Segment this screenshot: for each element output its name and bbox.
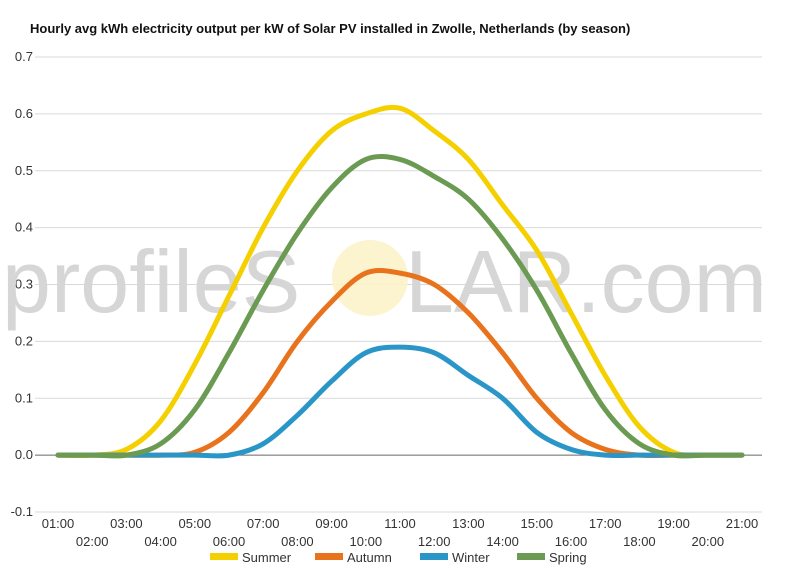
y-tick-label: 0.5 bbox=[15, 163, 33, 178]
y-tick-label: -0.1 bbox=[11, 504, 33, 519]
y-tick-label: 0.1 bbox=[15, 390, 33, 405]
series-line-summer bbox=[55, 104, 745, 459]
x-tick-label: 18:00 bbox=[623, 534, 656, 549]
series-layer bbox=[55, 104, 745, 459]
y-tick-label: 0.0 bbox=[15, 447, 33, 462]
series-line-winter bbox=[55, 344, 745, 459]
x-tick-label: 15:00 bbox=[521, 516, 554, 531]
x-tick-label: 12:00 bbox=[418, 534, 451, 549]
legend-label-summer[interactable]: Summer bbox=[242, 550, 292, 565]
legend-swatch-winter[interactable] bbox=[420, 553, 448, 560]
y-tick-label: 0.7 bbox=[15, 49, 33, 64]
y-tick-label: 0.6 bbox=[15, 106, 33, 121]
y-tick-label: 0.3 bbox=[15, 277, 33, 292]
y-tick-label: 0.4 bbox=[15, 220, 33, 235]
x-tick-label: 02:00 bbox=[76, 534, 109, 549]
x-tick-label: 09:00 bbox=[315, 516, 348, 531]
x-tick-label: 20:00 bbox=[692, 534, 725, 549]
chart-title: Hourly avg kWh electricity output per kW… bbox=[30, 21, 630, 36]
y-tick-label: 0.2 bbox=[15, 333, 33, 348]
legend-label-spring[interactable]: Spring bbox=[549, 550, 587, 565]
x-tick-label: 16:00 bbox=[555, 534, 588, 549]
watermark-text-right: LAR.com bbox=[405, 232, 767, 331]
x-axis: 01:0002:0003:0004:0005:0006:0007:0008:00… bbox=[42, 516, 759, 549]
x-tick-label: 07:00 bbox=[247, 516, 280, 531]
x-tick-label: 17:00 bbox=[589, 516, 622, 531]
watermark: profileS LAR.com bbox=[2, 232, 767, 331]
x-tick-label: 05:00 bbox=[179, 516, 212, 531]
watermark-sun-icon bbox=[332, 240, 408, 316]
x-tick-label: 08:00 bbox=[281, 534, 314, 549]
x-tick-label: 06:00 bbox=[213, 534, 246, 549]
legend-label-autumn[interactable]: Autumn bbox=[347, 550, 392, 565]
x-tick-label: 03:00 bbox=[110, 516, 143, 531]
legend-swatch-summer[interactable] bbox=[210, 553, 238, 560]
legend-swatch-autumn[interactable] bbox=[315, 553, 343, 560]
series-line-spring bbox=[55, 154, 745, 459]
x-tick-label: 14:00 bbox=[486, 534, 519, 549]
x-tick-label: 01:00 bbox=[42, 516, 75, 531]
x-tick-label: 10:00 bbox=[350, 534, 383, 549]
x-tick-label: 19:00 bbox=[657, 516, 690, 531]
legend: Summer Autumn Winter Spring bbox=[210, 550, 587, 565]
x-tick-label: 13:00 bbox=[452, 516, 485, 531]
x-tick-label: 04:00 bbox=[144, 534, 177, 549]
legend-label-winter[interactable]: Winter bbox=[452, 550, 490, 565]
legend-swatch-spring[interactable] bbox=[517, 553, 545, 560]
x-tick-label: 21:00 bbox=[726, 516, 759, 531]
x-tick-label: 11:00 bbox=[384, 516, 416, 531]
